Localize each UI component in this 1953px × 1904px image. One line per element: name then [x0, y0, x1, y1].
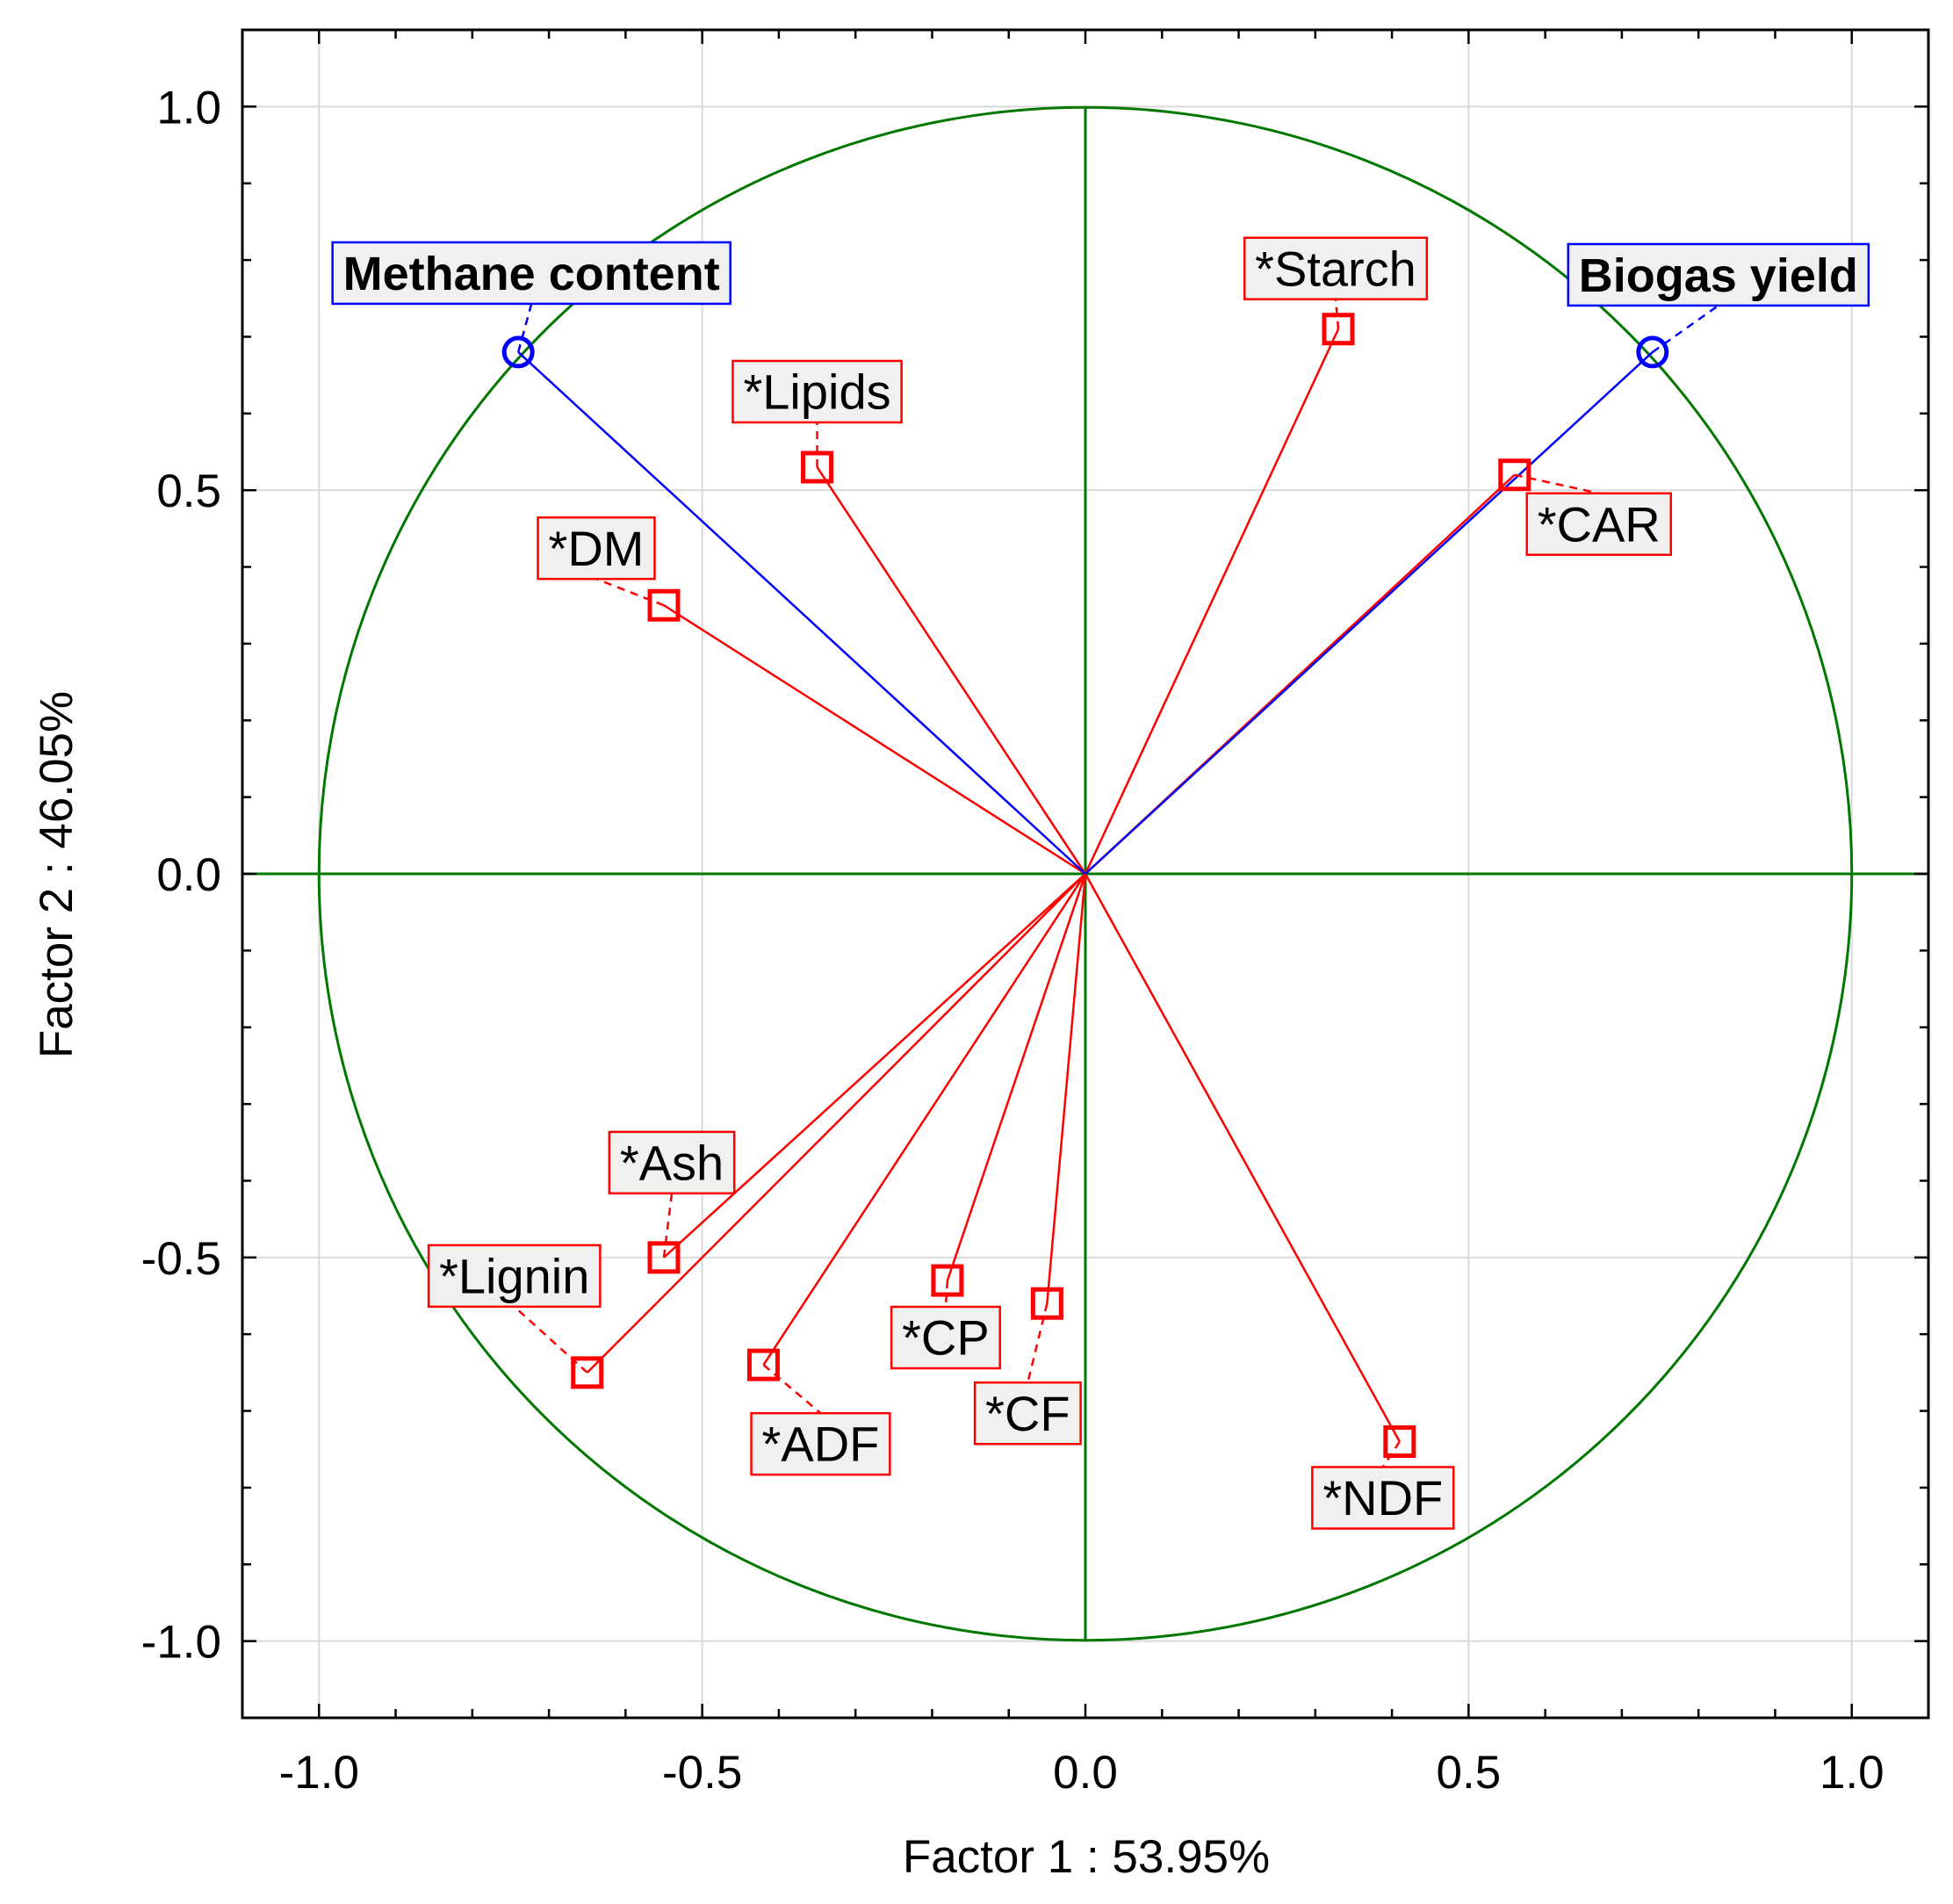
leader-ash	[662, 1193, 674, 1258]
x-tick-label: -0.5	[662, 1747, 742, 1799]
marker-ash	[647, 1241, 681, 1274]
label-lignin: *Lignin	[439, 1248, 589, 1303]
label-box-cf	[973, 1381, 1082, 1446]
marker-car	[1498, 458, 1531, 492]
label-box-biogas-yield	[1567, 242, 1870, 307]
label-box-dm	[537, 516, 656, 581]
label-lipids: *Lipids	[743, 364, 890, 420]
marker-lipids	[801, 451, 834, 484]
label-cf: *CF	[985, 1386, 1070, 1441]
marker-cf	[1030, 1287, 1063, 1320]
vector-lignin	[586, 873, 1086, 1374]
variable-vectors	[517, 328, 1654, 1443]
marker-cp	[931, 1264, 964, 1297]
x-tick-label: 1.0	[1820, 1747, 1885, 1799]
marker-starch	[1322, 313, 1355, 346]
leader-adf	[762, 1364, 822, 1415]
tick-labels: -1.0 -0.5 0.0 0.5 1.0 1.0 0.5 0.0 -0.5 -1.0	[141, 82, 1885, 1799]
x-axis-label: Factor 1 : 53.95%	[903, 1831, 1270, 1883]
y-tick-label: 1.0	[156, 82, 221, 133]
variable-markers	[501, 313, 1669, 1458]
label-box-methane-content	[331, 241, 731, 306]
leader-dm	[595, 578, 665, 607]
label-box-lipids	[731, 359, 903, 424]
label-leader-lines	[513, 299, 1719, 1468]
vector-dm	[663, 604, 1086, 876]
label-box-lignin	[427, 1244, 602, 1309]
marker-adf	[746, 1348, 780, 1381]
plot-frame	[241, 28, 1930, 1720]
x-tick-label: 0.5	[1437, 1747, 1502, 1799]
x-tick-label: -1.0	[279, 1747, 359, 1799]
label-box-ash	[608, 1130, 736, 1195]
marker-dm	[647, 588, 681, 622]
vector-ndf	[1084, 873, 1401, 1443]
label-ash: *Ash	[620, 1135, 724, 1190]
leader-cp	[944, 1280, 949, 1308]
vector-lipids	[816, 466, 1087, 875]
label-ndf: *NDF	[1322, 1470, 1443, 1525]
vector-biogas-yield	[1085, 351, 1654, 875]
vector-ash	[663, 873, 1086, 1259]
leader-lignin	[513, 1305, 588, 1374]
marker-lignin	[571, 1356, 604, 1389]
marker-methane-content	[501, 335, 535, 369]
vector-cp	[946, 873, 1087, 1281]
y-axis-label: Factor 2 : 46.05%	[31, 691, 83, 1058]
vector-methane-content	[517, 351, 1086, 875]
marker-biogas-yield	[1636, 335, 1669, 369]
label-dm: *DM	[549, 521, 645, 576]
variable-labels: *Starch *CAR *Lipids *DM *Ash *Lignin *ADF *CP *…	[331, 236, 1870, 1530]
label-biogas-yield: Biogas yield	[1579, 249, 1858, 302]
label-car: *CAR	[1538, 496, 1661, 552]
x-tick-label: 0.0	[1053, 1747, 1118, 1799]
y-tick-label: 0.0	[156, 849, 221, 901]
label-starch: *Starch	[1255, 241, 1416, 296]
vector-adf	[762, 873, 1087, 1366]
y-tick-label: -1.0	[141, 1617, 221, 1669]
vector-starch	[1084, 328, 1340, 875]
label-box-cp	[890, 1305, 1001, 1370]
label-box-car	[1525, 492, 1672, 556]
label-box-starch	[1243, 236, 1429, 300]
label-box-adf	[750, 1411, 891, 1476]
marker-ndf	[1383, 1424, 1416, 1458]
label-adf: *ADF	[762, 1417, 880, 1472]
vector-cf	[1046, 873, 1087, 1304]
label-box-ndf	[1311, 1466, 1455, 1530]
y-tick-label: 0.5	[156, 465, 221, 517]
label-cp: *CP	[902, 1310, 990, 1366]
y-tick-label: -0.5	[141, 1233, 221, 1285]
label-methane-content: Methane content	[343, 248, 720, 300]
